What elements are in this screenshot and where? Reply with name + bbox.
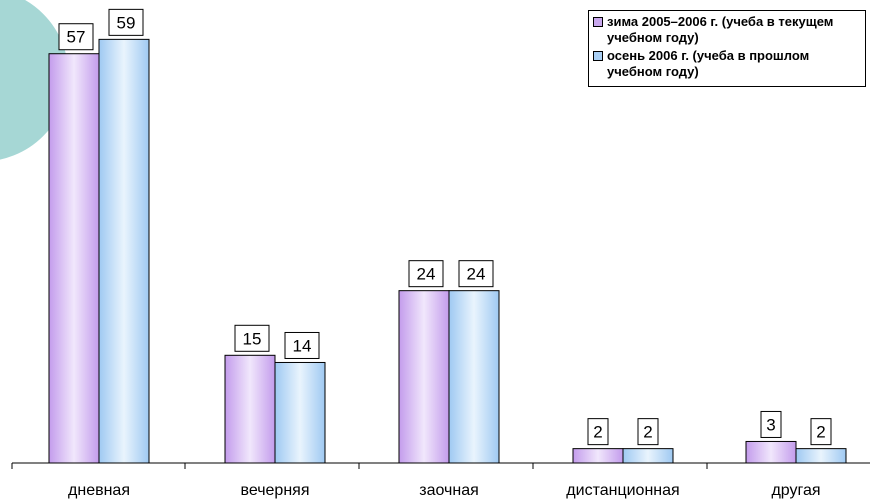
x-tick-labels: дневная вечерняя заочная дистанционная друга… <box>68 482 821 499</box>
bar-winter-0 <box>48 53 100 464</box>
legend-label-autumn: осень 2006 г. (учеба в прошлом учебном г… <box>607 48 810 79</box>
x-axis <box>11 462 870 469</box>
data-label-box <box>58 23 94 51</box>
legend-item-autumn: осень 2006 г. (учеба в прошлом учебном г… <box>593 48 861 80</box>
data-label-box <box>760 410 782 438</box>
legend-label-winter: зима 2005–2006 г. (учеба в текущем учебн… <box>607 14 834 45</box>
bar-autumn-0 <box>98 38 150 464</box>
legend-swatch-autumn <box>593 51 603 61</box>
bar-winter-4 <box>745 440 797 464</box>
data-label: 24 <box>417 265 436 284</box>
data-label: 2 <box>593 423 602 442</box>
data-label-box <box>284 331 320 359</box>
x-tick-label: другая <box>771 482 820 499</box>
data-label-box <box>810 418 832 446</box>
data-labels-layer: 57 59 15 14 24 24 2 2 3 2 <box>58 8 832 446</box>
x-tick-label: дистанционная <box>566 482 679 499</box>
legend: зима 2005–2006 г. (учеба в текущем учебн… <box>588 10 866 87</box>
x-tick-label: заочная <box>419 482 479 499</box>
legend-item-winter: зима 2005–2006 г. (учеба в текущем учебн… <box>593 14 861 46</box>
x-tick-label: вечерняя <box>241 482 310 499</box>
bar-winter-2 <box>398 290 450 464</box>
data-label-box <box>408 260 444 288</box>
legend-swatch-winter <box>593 17 603 27</box>
data-label: 15 <box>243 329 262 348</box>
data-label: 14 <box>293 336 312 355</box>
data-label-box <box>108 8 144 36</box>
bar-autumn-4 <box>795 448 847 464</box>
bar-winter-1 <box>224 354 276 464</box>
data-label-box <box>637 418 659 446</box>
data-label-box <box>234 324 270 352</box>
data-label: 59 <box>117 13 136 32</box>
data-label: 3 <box>766 415 775 434</box>
data-label: 57 <box>67 28 86 47</box>
data-label: 2 <box>816 423 825 442</box>
bar-autumn-3 <box>622 448 674 464</box>
data-label: 2 <box>643 423 652 442</box>
bar-winter-3 <box>572 448 624 464</box>
data-label-box <box>458 260 494 288</box>
data-label-box <box>587 418 609 446</box>
bar-autumn-2 <box>448 290 500 464</box>
bar-autumn-1 <box>274 361 326 464</box>
data-label: 24 <box>467 265 486 284</box>
bars-layer <box>48 38 847 464</box>
x-tick-label: дневная <box>68 482 130 499</box>
